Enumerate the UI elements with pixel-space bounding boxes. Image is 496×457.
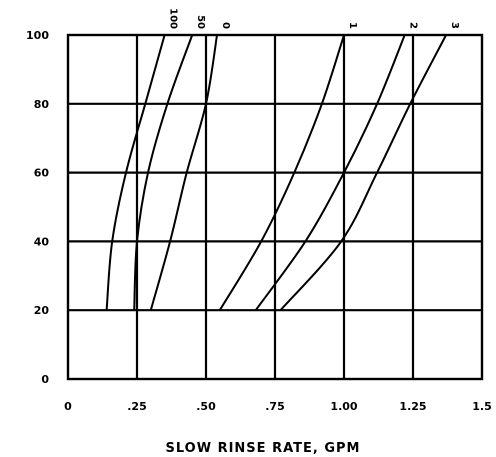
- curve-label-100: 100: [168, 8, 179, 29]
- curve-0: [149, 34, 218, 311]
- x-tick-labels: 0 .25 .50 .75 1.00 1.25 1.5: [64, 400, 492, 413]
- y-tick-label-4: 80: [34, 98, 50, 111]
- curve-label-50: 50: [195, 15, 206, 29]
- plot-frame: [66, 33, 484, 381]
- curve-50: [133, 34, 194, 311]
- y-tick-labels: 0 20 40 60 80 100: [26, 29, 49, 386]
- y-tick-label-0: 0: [41, 373, 49, 386]
- curve-2: [254, 34, 406, 311]
- x-tick-label-0: 0: [64, 400, 72, 413]
- x-tick-label-4: 1.00: [330, 400, 357, 413]
- y-tick-label-3: 60: [34, 167, 50, 180]
- curve-label-1: 1: [347, 22, 358, 29]
- curve-1: [218, 34, 345, 311]
- y-tick-label-2: 40: [34, 235, 50, 248]
- y-tick-label-5: 100: [26, 29, 49, 42]
- x-tick-label-6: 1.5: [472, 400, 492, 413]
- x-tick-label-3: .75: [265, 400, 285, 413]
- curve-label-2: 2: [408, 22, 419, 29]
- x-axis-title: SLOW RINSE RATE, GPM: [165, 441, 360, 456]
- x-tick-label-5: 1.25: [399, 400, 426, 413]
- curve-label-3: 3: [449, 22, 460, 29]
- x-tick-label-1: .25: [127, 400, 147, 413]
- curve-100: [105, 34, 166, 311]
- curve-labels: 100 50 0 1 2 3: [168, 8, 461, 29]
- x-tick-label-2: .50: [196, 400, 216, 413]
- curves: [105, 34, 447, 311]
- curve-3: [279, 34, 447, 311]
- y-tick-label-1: 20: [34, 304, 50, 317]
- curve-label-0: 0: [220, 22, 231, 29]
